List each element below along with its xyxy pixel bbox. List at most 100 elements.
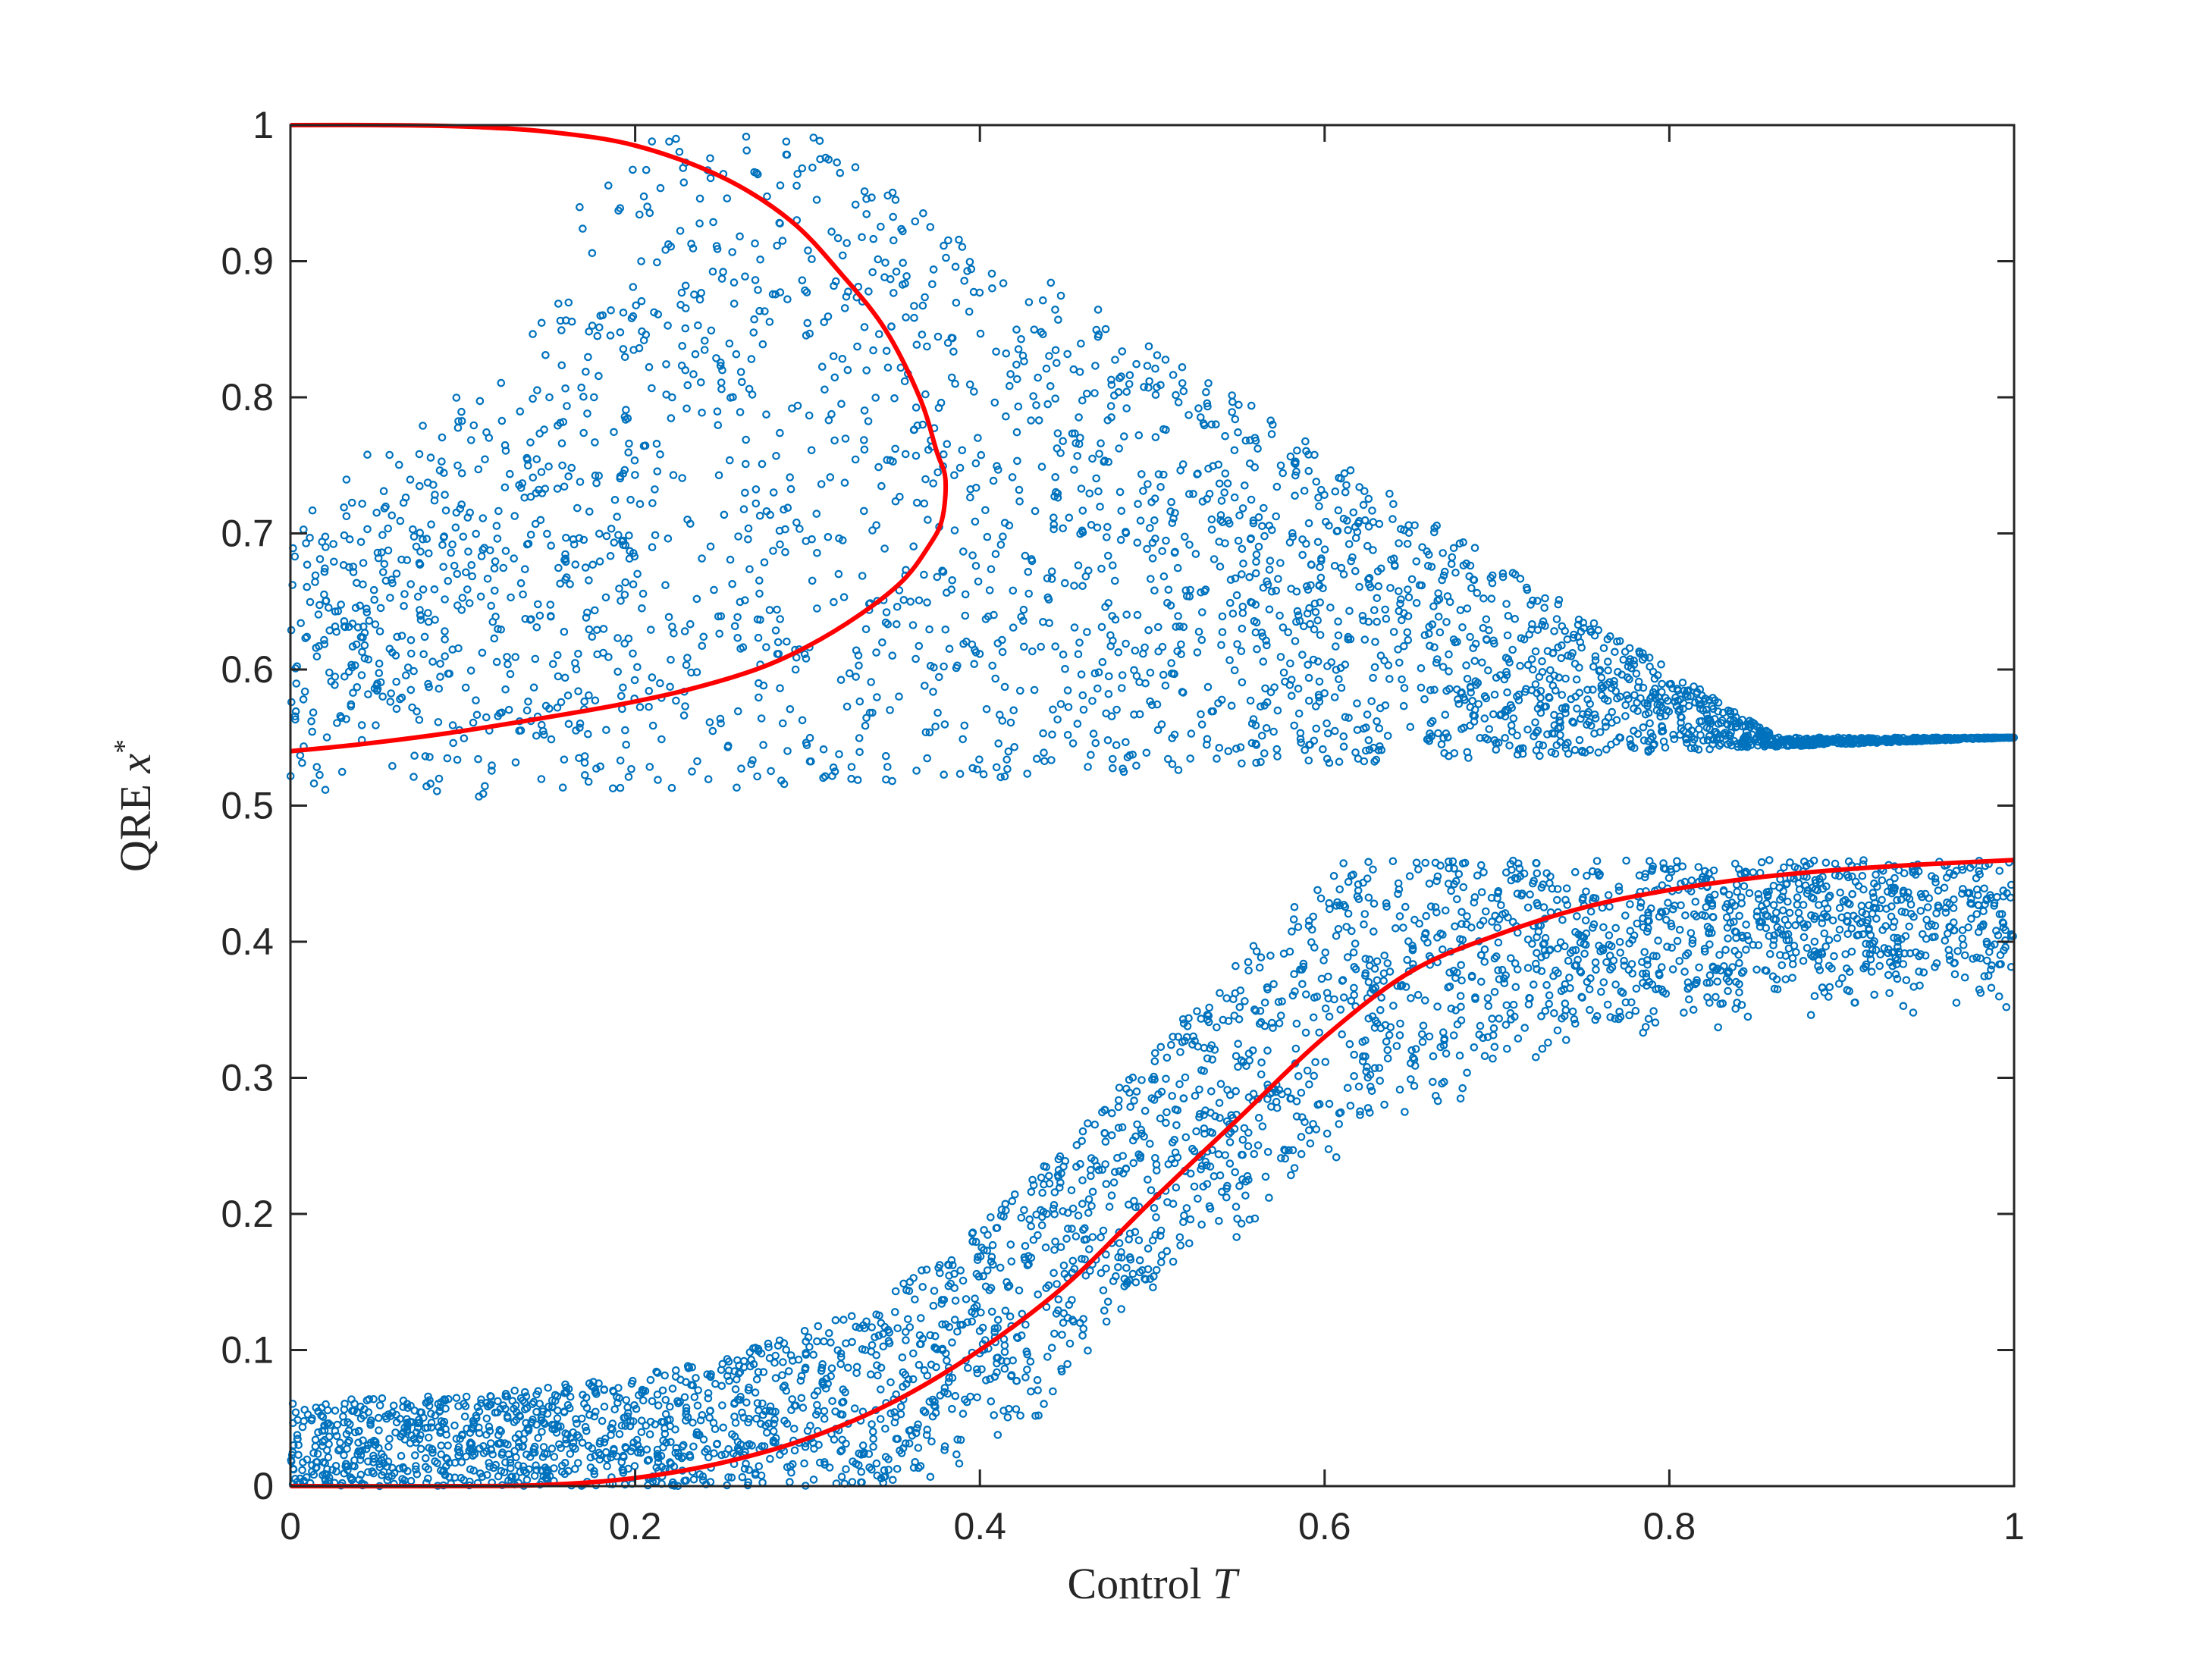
scatter-point: [1221, 1151, 1229, 1159]
scatter-point: [1304, 660, 1312, 670]
scatter-point: [864, 417, 873, 425]
scatter-point: [1362, 746, 1370, 755]
scatter-point: [616, 756, 625, 765]
scatter-point: [1359, 500, 1368, 510]
scatter-point: [841, 434, 850, 443]
scatter-point: [943, 440, 952, 448]
scatter-point: [1068, 1269, 1077, 1277]
scatter-point: [642, 1421, 651, 1430]
scatter-point: [1555, 595, 1564, 604]
scatter-points: [286, 133, 2019, 1491]
scatter-point: [598, 1416, 607, 1425]
scatter-point: [1644, 1015, 1653, 1024]
scatter-point: [765, 606, 774, 614]
scatter-point: [378, 1394, 387, 1403]
scatter-point: [1096, 502, 1104, 511]
scatter-point: [1539, 617, 1548, 626]
scatter-point: [1880, 944, 1889, 952]
scatter-point: [598, 311, 607, 320]
scatter-point: [1445, 982, 1454, 991]
scatter-point: [1395, 1031, 1404, 1040]
scatter-point: [453, 569, 462, 579]
scatter-point: [1810, 937, 1819, 946]
scatter-point: [1100, 1306, 1109, 1315]
scatter-point: [494, 712, 502, 720]
scatter-point: [450, 561, 459, 570]
scatter-point: [331, 1462, 340, 1470]
scatter-point: [1050, 520, 1059, 529]
scatter-point: [613, 667, 622, 676]
scatter-point: [1059, 1319, 1068, 1327]
scatter-point: [1135, 1268, 1144, 1277]
scatter-point: [1112, 741, 1121, 749]
scatter-point: [628, 1376, 637, 1385]
scatter-point: [1313, 886, 1322, 895]
scatter-point: [1300, 486, 1309, 495]
scatter-point: [656, 450, 664, 459]
scatter-point: [1159, 425, 1168, 434]
scatter-point: [1769, 915, 1778, 924]
scatter-point: [459, 532, 468, 541]
scatter-point: [812, 510, 821, 518]
scatter-point: [1664, 707, 1674, 716]
scatter-point: [593, 331, 602, 340]
scatter-point: [629, 283, 638, 291]
scatter-point: [1436, 861, 1445, 870]
scatter-point: [1158, 642, 1167, 651]
scatter-point: [1321, 1058, 1330, 1066]
scatter-point: [606, 551, 615, 560]
scatter-point: [758, 459, 767, 469]
scatter-point: [615, 1394, 623, 1403]
scatter-point: [776, 181, 785, 190]
scatter-point: [1014, 402, 1023, 411]
scatter-point: [1622, 856, 1630, 865]
scatter-point: [1509, 1000, 1518, 1009]
scatter-point: [365, 616, 374, 625]
scatter-point: [633, 663, 642, 672]
scatter-point: [1470, 575, 1479, 585]
scatter-point: [309, 1470, 318, 1479]
scatter-point: [378, 531, 387, 539]
scatter-point: [441, 652, 449, 660]
scatter-point: [1532, 1053, 1540, 1062]
scatter-point: [1395, 912, 1404, 920]
scatter-point: [724, 1357, 733, 1366]
scatter-point: [681, 324, 690, 333]
scatter-point: [930, 1343, 939, 1352]
scatter-point: [1247, 495, 1256, 504]
scatter-point: [1872, 870, 1880, 879]
scatter-point: [1310, 993, 1319, 1002]
scatter-point: [1691, 898, 1700, 906]
scatter-point: [1423, 547, 1431, 556]
scatter-point: [1226, 598, 1235, 607]
scatter-point: [1866, 955, 1875, 964]
scatter-point: [561, 1380, 569, 1389]
scatter-point: [561, 557, 570, 566]
scatter-point: [648, 673, 657, 682]
scatter-point: [467, 560, 476, 569]
scatter-point: [945, 1322, 954, 1331]
scatter-point: [1154, 470, 1163, 478]
scatter-point: [940, 1384, 949, 1392]
scatter-point: [1382, 899, 1391, 908]
scatter-point: [921, 728, 930, 737]
scatter-point: [844, 1363, 852, 1372]
scatter-point: [1342, 481, 1351, 490]
scatter-point: [660, 1371, 669, 1380]
scatter-point: [1241, 481, 1249, 490]
scatter-point: [1336, 1005, 1345, 1014]
scatter-point: [1386, 584, 1395, 592]
scatter-point: [773, 638, 783, 647]
scatter-point: [1291, 1044, 1301, 1053]
scatter-point: [1476, 733, 1484, 742]
scatter-point: [494, 506, 503, 516]
scatter-point: [1595, 666, 1604, 676]
scatter-point: [801, 286, 809, 295]
scatter-point: [579, 535, 588, 544]
scatter-point: [929, 265, 938, 274]
scatter-point: [621, 1443, 629, 1451]
scatter-point: [1313, 657, 1322, 666]
scatter-point: [1002, 1278, 1011, 1287]
scatter-point: [1009, 623, 1018, 632]
scatter-point: [1221, 431, 1229, 441]
